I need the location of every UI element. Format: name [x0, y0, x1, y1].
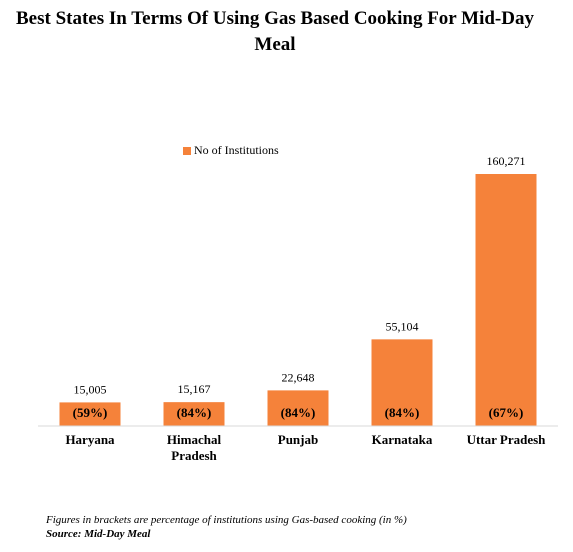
legend-label: No of Institutions [194, 143, 279, 157]
x-tick-label-box: Karnataka [371, 432, 433, 447]
bar [163, 402, 225, 426]
value-label: 15,167 [178, 382, 211, 396]
x-tick-label: Punjab [277, 432, 319, 447]
x-tick-label-box: Uttar Pradesh [466, 432, 546, 447]
source: Source: Mid-Day Meal [46, 528, 151, 540]
value-label: 15,005 [74, 382, 107, 396]
bar [371, 339, 433, 426]
bar [267, 390, 329, 426]
x-tick-label-box: Punjab [277, 432, 319, 447]
percent-label: (84%) [177, 405, 212, 420]
x-tick-label: Haryana [65, 432, 115, 447]
legend-swatch [183, 147, 191, 155]
percent-label: (59%) [73, 405, 108, 420]
x-tick-label: Uttar Pradesh [466, 432, 546, 447]
footnote: Figures in brackets are percentage of in… [46, 514, 407, 526]
x-tick-label: Himachal Pradesh [166, 432, 222, 463]
value-label: 160,271 [487, 154, 526, 168]
bar [59, 402, 121, 426]
x-tick-label-box: Himachal Pradesh [166, 432, 222, 463]
x-tick-label: Karnataka [371, 432, 433, 447]
chart-title: Best States In Terms Of Using Gas Based … [16, 8, 534, 55]
percent-label: (84%) [385, 405, 420, 420]
value-label: 22,648 [282, 370, 315, 384]
percent-label: (84%) [281, 405, 316, 420]
bar [475, 174, 537, 426]
value-label: 55,104 [386, 319, 419, 333]
percent-label: (67%) [489, 405, 524, 420]
x-tick-label-box: Haryana [65, 432, 115, 447]
